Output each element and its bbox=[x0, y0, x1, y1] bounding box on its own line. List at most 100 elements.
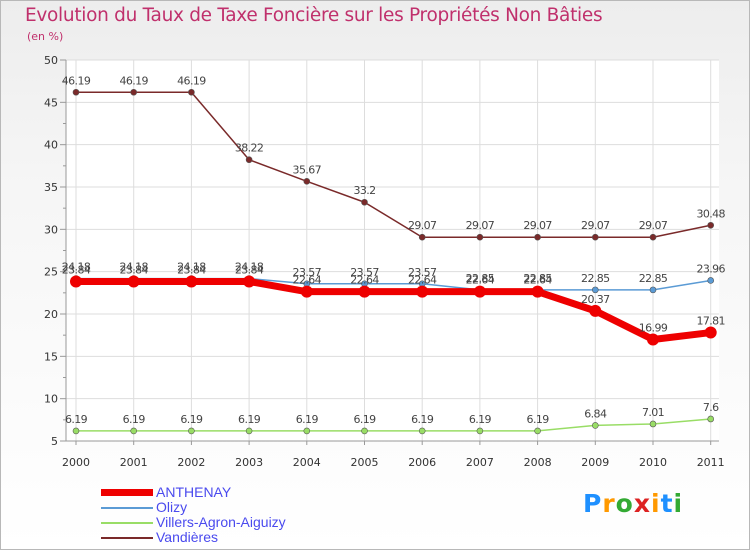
y-tick-label: 40 bbox=[44, 139, 58, 152]
data-point-villers-agron-aiguizy bbox=[361, 427, 368, 435]
logo-letter: i bbox=[651, 489, 661, 518]
data-point-anthenay bbox=[300, 285, 313, 298]
data-point-anthenay bbox=[70, 275, 82, 288]
data-label: 24.18 bbox=[119, 261, 148, 274]
x-tick-label: 2008 bbox=[524, 456, 552, 469]
data-point-olizy bbox=[649, 286, 657, 294]
x-tick-label: 2005 bbox=[351, 456, 379, 469]
data-label: 22.85 bbox=[639, 272, 668, 285]
data-label: 23.84 bbox=[119, 263, 148, 276]
x-tick-label: 2010 bbox=[639, 456, 667, 469]
data-label: 24.18 bbox=[177, 261, 206, 274]
x-tick-label: 2011 bbox=[697, 456, 725, 469]
data-label: 23.57 bbox=[293, 266, 322, 279]
data-point-villers-agron-aiguizy bbox=[534, 427, 541, 435]
data-label: 17.81 bbox=[696, 315, 725, 328]
data-point-anthenay bbox=[473, 285, 486, 298]
data-label: 29.07 bbox=[639, 219, 668, 232]
y-tick-label: 25 bbox=[44, 266, 58, 279]
data-label: 6.19 bbox=[469, 413, 492, 426]
data-label: 24.18 bbox=[235, 261, 264, 274]
data-point-anthenay bbox=[647, 333, 659, 346]
y-tick-label: 5 bbox=[51, 435, 58, 448]
logo-letter: x bbox=[633, 489, 651, 518]
data-point-vandi-res bbox=[303, 178, 311, 185]
data-label: 6.19 bbox=[238, 413, 261, 426]
logo-letter: P bbox=[583, 489, 603, 518]
y-tick-label: 30 bbox=[44, 223, 58, 236]
data-label: 23.96 bbox=[696, 262, 725, 275]
data-label: 23.57 bbox=[408, 266, 437, 279]
data-point-vandi-res bbox=[72, 88, 80, 96]
data-label: 29.07 bbox=[466, 219, 495, 232]
x-tick-label: 2001 bbox=[120, 456, 148, 469]
data-label: 7.6 bbox=[703, 401, 719, 414]
data-point-villers-agron-aiguizy bbox=[303, 427, 311, 435]
data-point-vandi-res bbox=[707, 221, 715, 229]
data-point-vandi-res bbox=[476, 233, 484, 241]
data-point-vandi-res bbox=[591, 233, 599, 241]
y-tick-label: 35 bbox=[44, 181, 58, 194]
data-label: 6.84 bbox=[584, 407, 607, 420]
logo-letter: i bbox=[673, 489, 684, 518]
data-label: 6.19 bbox=[123, 413, 146, 426]
legend-swatch bbox=[101, 507, 153, 509]
data-point-olizy bbox=[591, 286, 599, 294]
data-label: 29.07 bbox=[581, 219, 610, 232]
series-line-villers-agron-aiguizy bbox=[75, 418, 712, 432]
data-point-villers-agron-aiguizy bbox=[245, 427, 253, 435]
data-label: 22.64 bbox=[350, 274, 379, 287]
data-label: 35.67 bbox=[293, 163, 322, 176]
data-label: 24.18 bbox=[62, 261, 91, 274]
legend-swatch bbox=[101, 537, 153, 539]
logo-letter: t bbox=[660, 489, 674, 518]
data-label: 16.99 bbox=[639, 321, 668, 334]
data-point-anthenay bbox=[416, 285, 429, 298]
data-point-villers-agron-aiguizy bbox=[188, 427, 195, 435]
y-tick-label: 10 bbox=[44, 393, 58, 406]
data-label: 22.64 bbox=[293, 274, 322, 287]
legend-label: Vandières bbox=[156, 529, 219, 545]
data-point-anthenay bbox=[704, 326, 717, 339]
data-label: 22.85 bbox=[523, 272, 552, 285]
logo-letter: r bbox=[602, 489, 616, 518]
data-point-vandi-res bbox=[534, 233, 541, 241]
data-point-vandi-res bbox=[245, 156, 253, 164]
data-label: 46.19 bbox=[62, 74, 91, 87]
data-label: 23.84 bbox=[177, 263, 206, 276]
data-label: 6.19 bbox=[411, 413, 434, 426]
data-point-anthenay bbox=[358, 285, 371, 298]
data-point-villers-agron-aiguizy bbox=[649, 420, 657, 428]
data-point-vandi-res bbox=[188, 88, 195, 96]
data-label: 29.07 bbox=[523, 219, 552, 232]
data-point-vandi-res bbox=[649, 233, 657, 241]
data-label: 46.19 bbox=[119, 74, 148, 87]
data-label: 33.2 bbox=[353, 184, 375, 197]
legend-swatch bbox=[101, 489, 153, 496]
data-point-villers-agron-aiguizy bbox=[418, 427, 426, 435]
data-label: 22.85 bbox=[466, 272, 495, 285]
data-label: 22.64 bbox=[523, 274, 552, 287]
legend-label: Villers-Agron-Aiguizy bbox=[156, 514, 286, 530]
x-tick-label: 2002 bbox=[177, 456, 205, 469]
data-label: 6.19 bbox=[65, 413, 88, 426]
legend-label: ANTHENAY bbox=[156, 484, 232, 500]
data-label: 20.37 bbox=[581, 293, 610, 306]
data-label: 22.64 bbox=[466, 274, 495, 287]
x-tick-label: 2000 bbox=[62, 456, 90, 469]
data-point-villers-agron-aiguizy bbox=[72, 427, 80, 435]
data-label: 38.22 bbox=[235, 142, 264, 155]
data-point-vandi-res bbox=[361, 198, 368, 206]
proxiti-logo: Proxiti bbox=[583, 489, 683, 518]
data-label: 46.19 bbox=[177, 74, 206, 87]
y-tick-label: 20 bbox=[44, 308, 58, 321]
logo-letter: o bbox=[615, 489, 634, 518]
data-point-olizy bbox=[707, 277, 715, 284]
data-point-anthenay bbox=[589, 304, 602, 317]
x-tick-label: 2009 bbox=[581, 456, 609, 469]
chart-title: Evolution du Taux de Taxe Foncière sur l… bbox=[25, 5, 603, 26]
data-label: 23.84 bbox=[62, 263, 91, 276]
series-line-anthenay bbox=[72, 277, 715, 343]
data-label: 6.19 bbox=[180, 413, 203, 426]
